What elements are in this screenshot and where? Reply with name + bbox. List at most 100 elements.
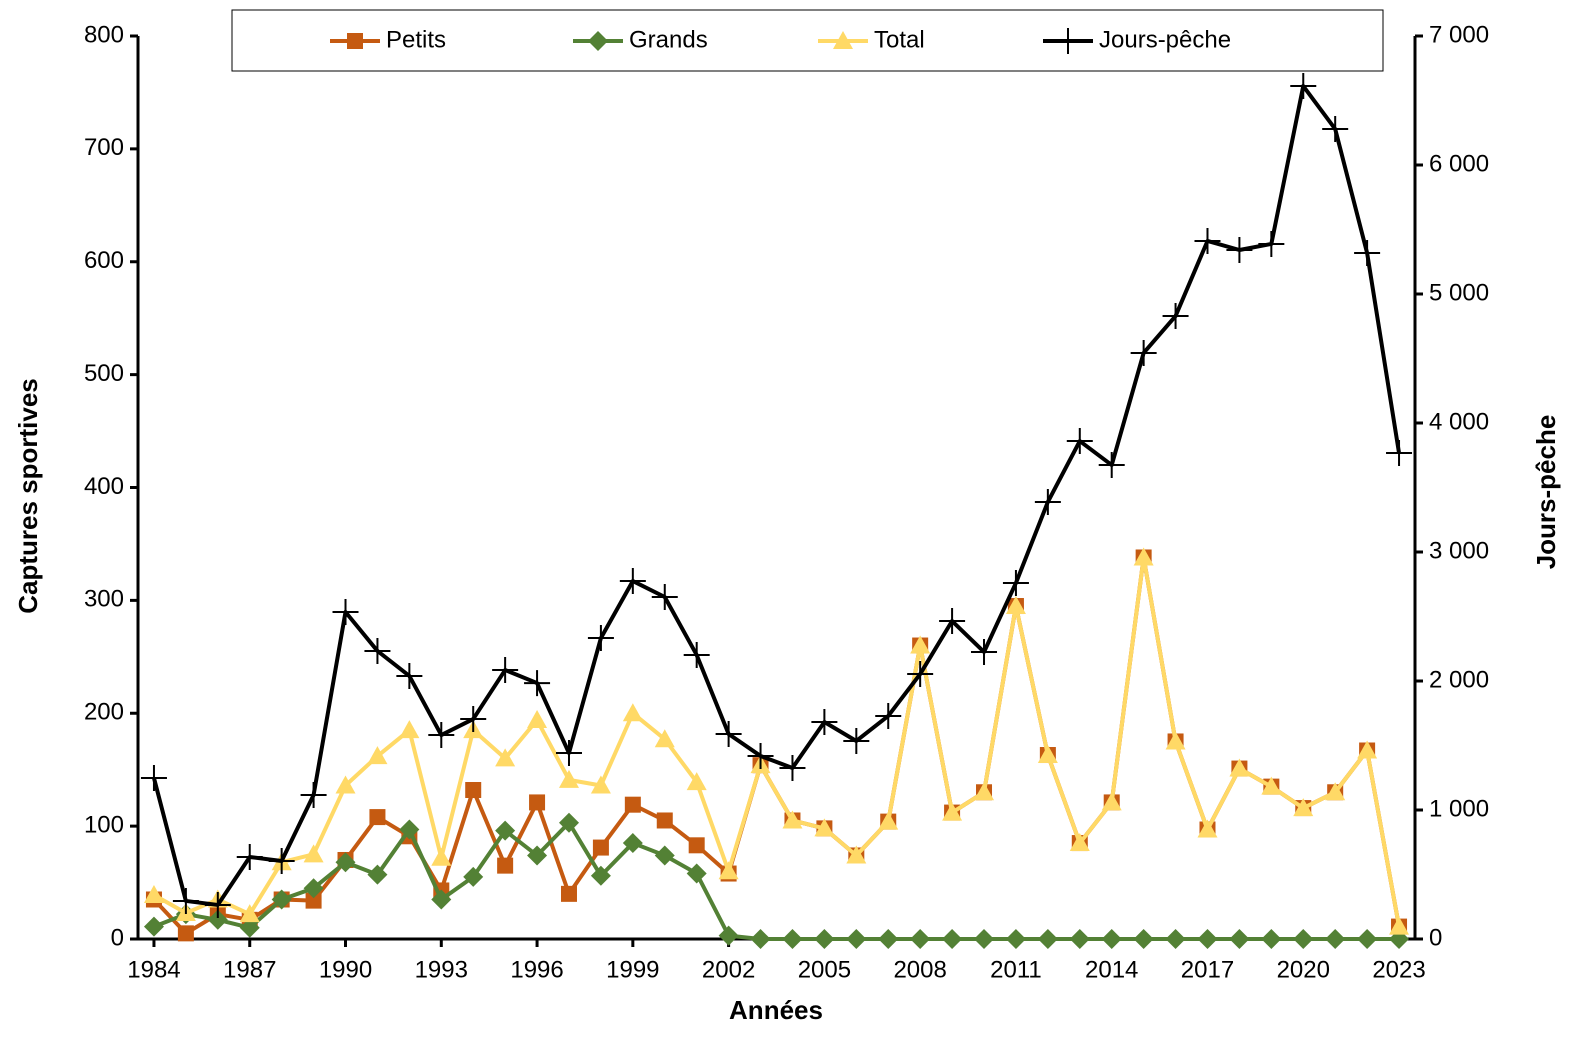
data-point bbox=[271, 889, 292, 910]
series-line bbox=[152, 555, 1402, 936]
data-point bbox=[396, 662, 423, 689]
data-point bbox=[1101, 929, 1122, 949]
data-point bbox=[172, 887, 199, 914]
y-tick-label: 700 bbox=[84, 134, 124, 161]
data-point bbox=[300, 782, 327, 809]
data-point bbox=[239, 904, 260, 923]
y2-tick-label: 6 000 bbox=[1429, 150, 1489, 177]
data-point bbox=[431, 889, 452, 910]
data-point bbox=[878, 811, 899, 830]
series-line bbox=[153, 820, 1400, 941]
data-point bbox=[492, 657, 519, 684]
data-point bbox=[1261, 776, 1282, 795]
data-point bbox=[592, 839, 609, 856]
data-point bbox=[305, 892, 322, 909]
data-point bbox=[1069, 833, 1090, 852]
data-point bbox=[974, 782, 995, 801]
data-point bbox=[1293, 929, 1314, 949]
data-point bbox=[622, 703, 643, 722]
x-tick-label: 1990 bbox=[319, 956, 372, 983]
x-tick-label: 2008 bbox=[893, 956, 946, 983]
data-point bbox=[335, 775, 356, 794]
x-tick-label: 2014 bbox=[1085, 956, 1138, 983]
data-point bbox=[686, 863, 707, 884]
data-point bbox=[624, 796, 641, 813]
data-point bbox=[1357, 929, 1378, 949]
data-point bbox=[143, 884, 164, 903]
data-point bbox=[814, 818, 835, 837]
data-point bbox=[654, 729, 675, 748]
data-point bbox=[527, 710, 548, 729]
data-point bbox=[1290, 73, 1317, 100]
data-point bbox=[1197, 929, 1218, 949]
data-point bbox=[688, 837, 705, 854]
data-point bbox=[974, 929, 995, 949]
x-axis-title: Années bbox=[729, 995, 823, 1025]
y2-tick-label: 1 000 bbox=[1429, 795, 1489, 822]
data-point bbox=[204, 891, 231, 918]
legend-marker bbox=[588, 31, 608, 51]
legend-label: Jours-pêche bbox=[1099, 26, 1231, 53]
data-point bbox=[971, 638, 998, 665]
legend-marker bbox=[1055, 28, 1081, 54]
x-tick-label: 1984 bbox=[127, 956, 180, 983]
data-point bbox=[236, 843, 263, 870]
data-point bbox=[364, 637, 391, 664]
data-point bbox=[555, 739, 582, 766]
data-point bbox=[942, 802, 963, 821]
data-point bbox=[529, 794, 546, 811]
data-point bbox=[558, 769, 579, 788]
y2-tick-label: 4 000 bbox=[1429, 408, 1489, 435]
data-point bbox=[1165, 929, 1186, 949]
data-point bbox=[399, 819, 420, 840]
legend-label: Total bbox=[874, 26, 925, 53]
y-tick-label: 400 bbox=[84, 473, 124, 500]
data-point bbox=[428, 722, 455, 749]
x-tick-label: 2023 bbox=[1372, 956, 1425, 983]
y2-axis-title: Jours-pêche bbox=[1531, 415, 1561, 570]
data-point bbox=[782, 929, 803, 949]
data-point bbox=[747, 742, 774, 769]
x-tick-label: 1996 bbox=[510, 956, 563, 983]
y2-tick-label: 2 000 bbox=[1429, 666, 1489, 693]
data-point bbox=[303, 878, 324, 899]
legend-box bbox=[231, 9, 1384, 72]
data-point bbox=[1325, 782, 1346, 801]
data-point bbox=[875, 702, 902, 729]
data-point bbox=[1354, 239, 1381, 266]
data-point bbox=[367, 746, 388, 765]
data-point bbox=[367, 864, 388, 885]
data-point bbox=[683, 641, 710, 668]
data-point bbox=[399, 720, 420, 739]
data-point bbox=[303, 844, 324, 863]
data-point bbox=[495, 748, 516, 767]
data-point bbox=[814, 929, 835, 949]
data-point bbox=[177, 925, 194, 942]
x-tick-label: 2017 bbox=[1181, 956, 1234, 983]
data-point bbox=[1389, 916, 1410, 935]
data-point bbox=[1002, 569, 1029, 596]
legend-label: Petits bbox=[386, 26, 446, 53]
data-point bbox=[718, 861, 739, 880]
data-point bbox=[1037, 745, 1058, 764]
data-point bbox=[718, 925, 739, 946]
data-point bbox=[590, 865, 611, 886]
data-point bbox=[431, 847, 452, 866]
data-point bbox=[495, 820, 516, 841]
data-point bbox=[910, 929, 931, 949]
data-point bbox=[524, 670, 551, 697]
data-point bbox=[335, 852, 356, 873]
data-point bbox=[1293, 798, 1314, 817]
data-point bbox=[560, 885, 577, 902]
data-point bbox=[907, 661, 934, 688]
data-point bbox=[369, 809, 386, 826]
data-point bbox=[1066, 428, 1093, 455]
data-point bbox=[715, 721, 742, 748]
data-point bbox=[1258, 230, 1285, 257]
data-point bbox=[527, 845, 548, 866]
series-line bbox=[152, 555, 1402, 927]
data-point bbox=[1197, 819, 1218, 838]
data-point bbox=[1133, 929, 1154, 949]
data-point bbox=[1357, 740, 1378, 759]
data-point bbox=[1322, 116, 1349, 143]
